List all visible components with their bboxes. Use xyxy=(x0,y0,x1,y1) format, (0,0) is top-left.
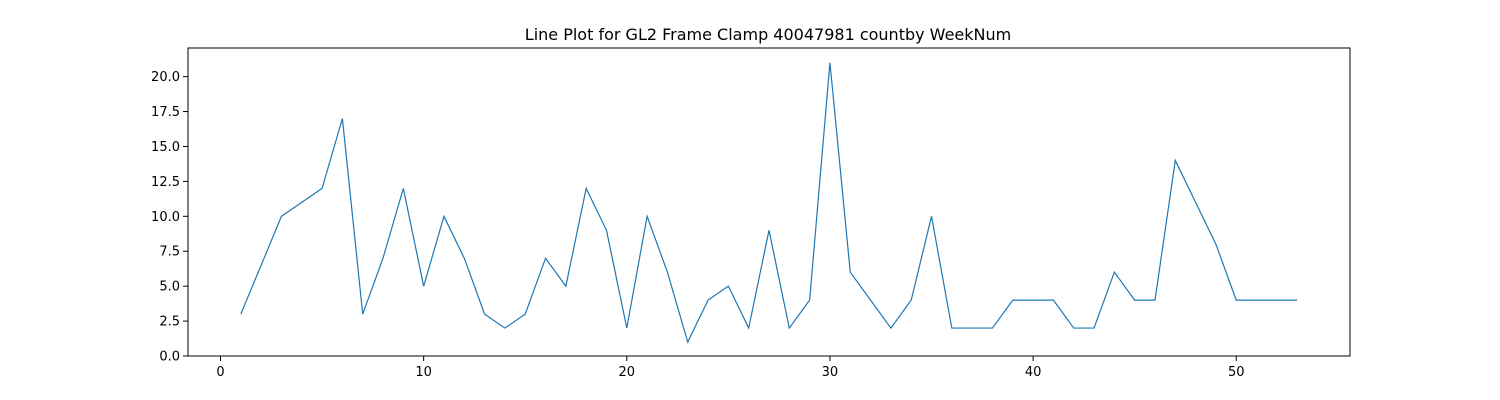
x-tick-label: 50 xyxy=(1228,365,1245,380)
x-tick-label: 30 xyxy=(822,365,839,380)
x-tick-label: 10 xyxy=(415,365,432,380)
y-tick-label: 5.0 xyxy=(159,280,180,295)
y-tick-label: 20.0 xyxy=(151,70,180,85)
x-tick-label: 20 xyxy=(619,365,636,380)
axes-frame xyxy=(187,47,1351,357)
plot-area: 0 10 20 30 40 50 0.0 2.5 5.0 7.5 10.0 12.5 15.0 17.5 2… xyxy=(151,47,1351,380)
chart-title: Line Plot for GL2 Frame Clamp 40047981 c… xyxy=(525,25,1011,44)
x-tick-label: 0 xyxy=(216,365,224,380)
x-tick-label: 40 xyxy=(1025,365,1042,380)
y-tick-label: 7.5 xyxy=(159,245,180,260)
y-tick-label: 2.5 xyxy=(159,315,180,330)
series-line-0 xyxy=(240,62,1298,344)
y-tick-label: 17.5 xyxy=(151,105,180,120)
y-tick-label: 0.0 xyxy=(159,350,180,365)
y-tick-label: 12.5 xyxy=(151,175,180,190)
y-tick-label: 10.0 xyxy=(151,210,180,225)
y-tick-label: 15.0 xyxy=(151,140,180,155)
